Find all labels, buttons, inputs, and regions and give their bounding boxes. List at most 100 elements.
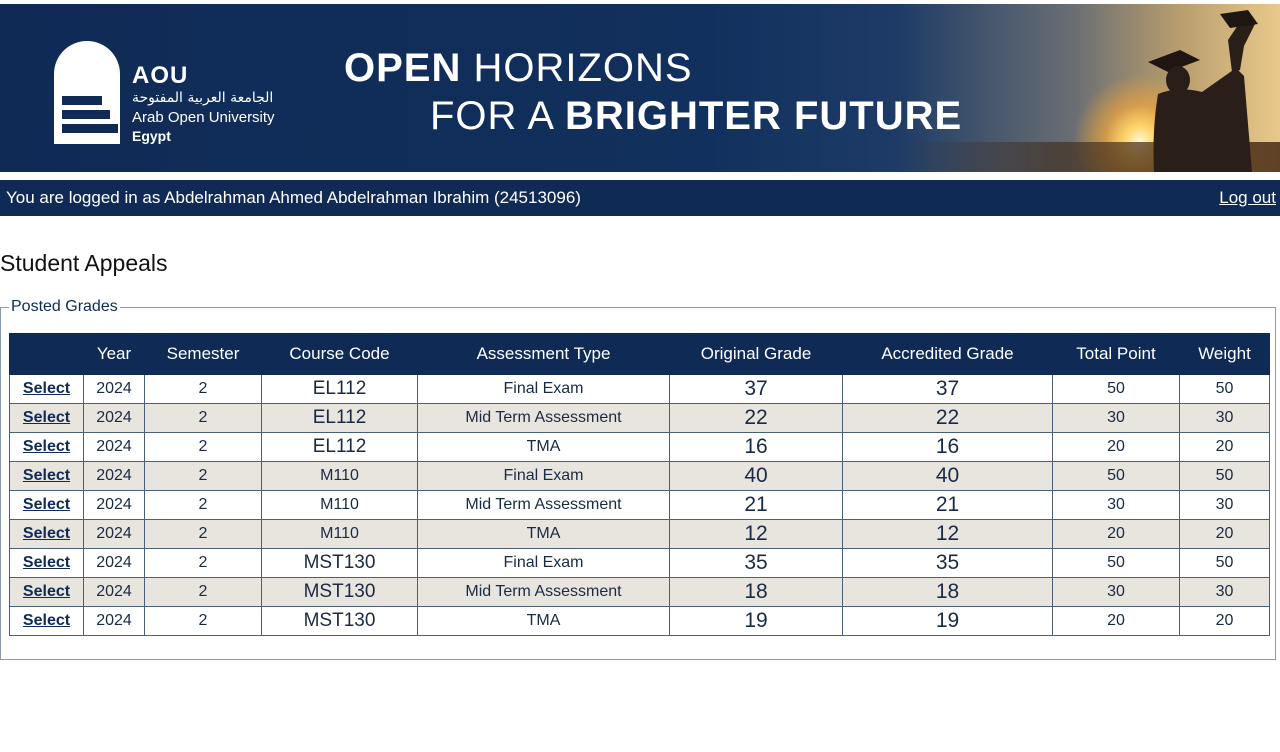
select-link[interactable]: Select	[22, 496, 71, 513]
cell-assessment-type: Final Exam	[417, 461, 670, 491]
cell-original-grade: 18	[669, 577, 843, 607]
table-row: Select 2024 2 M110 Final Exam 40 40 50 5…	[9, 461, 1270, 491]
cell-year: 2024	[83, 577, 145, 607]
select-link[interactable]: Select	[22, 467, 71, 484]
slogan-line-1: OPEN HORIZONS	[344, 46, 693, 90]
cell-year: 2024	[83, 374, 145, 404]
cell-total-point: 50	[1052, 374, 1180, 404]
cell-accredited-grade: 37	[842, 374, 1053, 404]
cell-course-code: M110	[261, 519, 418, 549]
posted-grades-table: Year Semester Course Code Assessment Typ…	[9, 333, 1270, 636]
cell-original-grade: 37	[669, 374, 843, 404]
cell-weight: 30	[1179, 577, 1270, 607]
cell-accredited-grade: 18	[842, 577, 1053, 607]
cell-accredited-grade: 19	[842, 606, 1053, 636]
header-original-grade: Original Grade	[669, 333, 843, 375]
cell-weight: 20	[1179, 606, 1270, 636]
session-bar: You are logged in as Abdelrahman Ahmed A…	[0, 180, 1280, 216]
cell-weight: 20	[1179, 432, 1270, 462]
cell-course-code: EL112	[261, 403, 418, 433]
slogan-line-2: FOR A BRIGHTER FUTURE	[430, 94, 963, 138]
cell-semester: 2	[144, 403, 262, 433]
table-row: Select 2024 2 EL112 Mid Term Assessment …	[9, 403, 1270, 433]
cell-assessment-type: Final Exam	[417, 548, 670, 578]
cell-accredited-grade: 40	[842, 461, 1053, 491]
cell-original-grade: 12	[669, 519, 843, 549]
cell-semester: 2	[144, 548, 262, 578]
cell-accredited-grade: 35	[842, 548, 1053, 578]
header-select	[9, 333, 84, 375]
cell-total-point: 30	[1052, 577, 1180, 607]
posted-grades-legend: Posted Grades	[11, 298, 118, 315]
select-link[interactable]: Select	[22, 612, 71, 629]
cell-total-point: 20	[1052, 606, 1180, 636]
cell-course-code: MST130	[261, 577, 418, 607]
cell-accredited-grade: 22	[842, 403, 1053, 433]
cell-semester: 2	[144, 606, 262, 636]
header-semester: Semester	[144, 333, 262, 375]
cell-course-code: EL112	[261, 432, 418, 462]
cell-course-code: M110	[261, 490, 418, 520]
cell-year: 2024	[83, 519, 145, 549]
select-link[interactable]: Select	[22, 409, 71, 426]
cell-assessment-type: TMA	[417, 519, 670, 549]
table-row: Select 2024 2 MST130 Mid Term Assessment…	[9, 577, 1270, 607]
cell-original-grade: 22	[669, 403, 843, 433]
cell-course-code: EL112	[261, 374, 418, 404]
cell-accredited-grade: 21	[842, 490, 1053, 520]
cell-original-grade: 35	[669, 548, 843, 578]
cell-assessment-type: Mid Term Assessment	[417, 403, 670, 433]
logged-in-user-text: You are logged in as Abdelrahman Ahmed A…	[6, 188, 581, 207]
logout-link[interactable]: Log out	[1219, 188, 1276, 207]
select-link[interactable]: Select	[22, 583, 71, 600]
table-header-row: Year Semester Course Code Assessment Typ…	[9, 333, 1270, 375]
cell-semester: 2	[144, 519, 262, 549]
select-link[interactable]: Select	[22, 380, 71, 397]
table-row: Select 2024 2 EL112 Final Exam 37 37 50 …	[9, 374, 1270, 404]
cell-weight: 30	[1179, 403, 1270, 433]
cell-year: 2024	[83, 606, 145, 636]
cell-total-point: 30	[1052, 403, 1180, 433]
select-link[interactable]: Select	[22, 525, 71, 542]
cell-year: 2024	[83, 403, 145, 433]
cell-assessment-type: Mid Term Assessment	[417, 490, 670, 520]
header-year: Year	[83, 333, 145, 375]
cell-semester: 2	[144, 577, 262, 607]
header-accredited-grade: Accredited Grade	[842, 333, 1053, 375]
cell-total-point: 30	[1052, 490, 1180, 520]
select-link[interactable]: Select	[22, 554, 71, 571]
brand-english-name: Arab Open University	[132, 109, 275, 126]
header-total-point: Total Point	[1052, 333, 1180, 375]
header-assessment-type: Assessment Type	[417, 333, 670, 375]
cell-assessment-type: TMA	[417, 606, 670, 636]
brand-arabic-name: الجامعة العربية المفتوحة	[132, 90, 274, 106]
table-row: Select 2024 2 EL112 TMA 16 16 20 20	[9, 432, 1270, 462]
table-row: Select 2024 2 MST130 Final Exam 35 35 50…	[9, 548, 1270, 578]
cell-total-point: 50	[1052, 461, 1180, 491]
header-banner: AOU الجامعة العربية المفتوحة Arab Open U…	[0, 4, 1280, 172]
cell-course-code: M110	[261, 461, 418, 491]
cell-semester: 2	[144, 432, 262, 462]
cell-weight: 20	[1179, 519, 1270, 549]
cell-year: 2024	[83, 461, 145, 491]
cell-original-grade: 40	[669, 461, 843, 491]
cell-weight: 50	[1179, 548, 1270, 578]
cell-total-point: 20	[1052, 432, 1180, 462]
cell-weight: 50	[1179, 461, 1270, 491]
cell-original-grade: 21	[669, 490, 843, 520]
cell-accredited-grade: 16	[842, 432, 1053, 462]
graduate-silhouette-icon	[1148, 10, 1258, 172]
cell-total-point: 20	[1052, 519, 1180, 549]
select-link[interactable]: Select	[22, 438, 71, 455]
brand-country: Egypt	[132, 128, 171, 144]
page-title: Student Appeals	[0, 250, 168, 276]
cell-accredited-grade: 12	[842, 519, 1053, 549]
brand-short-name: AOU	[132, 62, 189, 89]
cell-assessment-type: Final Exam	[417, 374, 670, 404]
cell-semester: 2	[144, 490, 262, 520]
cell-assessment-type: TMA	[417, 432, 670, 462]
cell-course-code: MST130	[261, 606, 418, 636]
cell-original-grade: 19	[669, 606, 843, 636]
aou-logo-icon	[54, 41, 120, 144]
header-weight: Weight	[1179, 333, 1270, 375]
